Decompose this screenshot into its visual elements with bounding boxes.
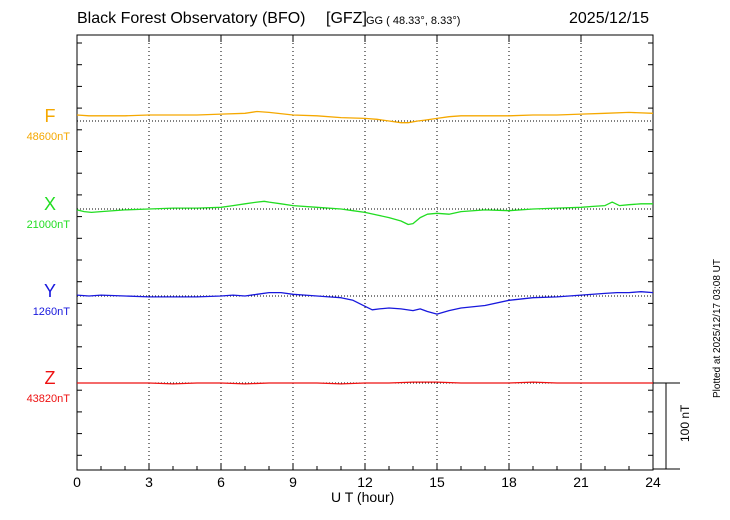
- x-tick-label: 9: [289, 474, 297, 490]
- observatory-coordinates: GG ( 48.33°, 8.33°): [366, 15, 461, 27]
- x-tick-label: 15: [429, 474, 445, 490]
- series-name-x: X: [44, 194, 56, 214]
- x-axis-label: U T (hour): [331, 489, 395, 505]
- series-name-y: Y: [44, 281, 56, 301]
- x-tick-label: 21: [573, 474, 589, 490]
- series-line-y: [76, 291, 654, 315]
- agency-label: [GFZ]: [326, 10, 367, 27]
- baseline-label-y: 1260nT: [33, 306, 71, 318]
- scale-bar-label: 100 nT: [678, 404, 692, 442]
- series-line-f: [76, 110, 654, 124]
- baseline-label-z: 43820nT: [27, 393, 71, 405]
- chart-date: 2025/12/15: [569, 10, 650, 27]
- chart-title: Black Forest Observatory (BFO): [77, 10, 306, 27]
- x-tick-label: 12: [357, 474, 373, 490]
- plot-frame: [76, 34, 654, 471]
- series-name-z: Z: [45, 368, 56, 388]
- series-line-x: [76, 200, 653, 226]
- baseline-label-x: 21000nT: [27, 219, 71, 231]
- baseline-label-f: 48600nT: [27, 131, 71, 143]
- x-tick-label: 24: [645, 474, 661, 490]
- series-name-f: F: [45, 106, 56, 126]
- plotted-timestamp: Plotted at 2025/12/17 03:08 UT: [712, 259, 723, 398]
- x-tick-label: 18: [501, 474, 517, 490]
- x-tick-label: 0: [73, 474, 81, 490]
- series-line-z: [77, 381, 653, 385]
- x-tick-label: 6: [217, 474, 225, 490]
- x-tick-label: 3: [145, 474, 153, 490]
